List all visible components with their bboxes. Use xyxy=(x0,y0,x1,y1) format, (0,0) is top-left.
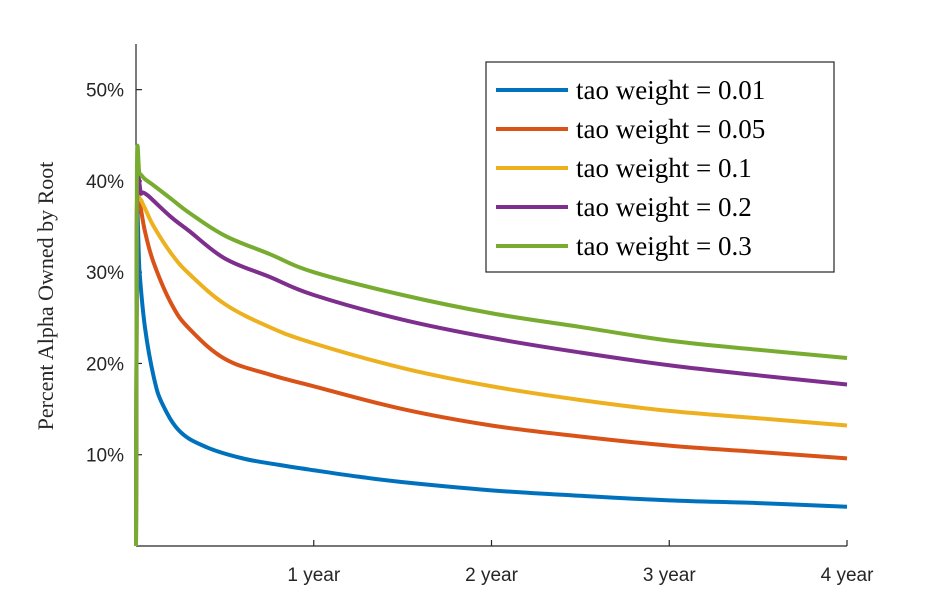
y-tick-label: 10% xyxy=(86,446,124,467)
legend-entry-2: tao weight = 0.1 xyxy=(576,153,752,183)
y-tick-label: 30% xyxy=(86,263,124,284)
x-tick-label: 1 year xyxy=(287,565,340,586)
x-axis-ticks: 1 year 2 year 3 year 4 year xyxy=(287,540,874,586)
legend-entry-3: tao weight = 0.2 xyxy=(576,192,752,222)
series-line-4 xyxy=(134,143,848,547)
legend-entry-0: tao weight = 0.01 xyxy=(576,75,765,105)
y-tick-label: 40% xyxy=(86,172,124,193)
x-tick-label: 3 year xyxy=(643,565,696,586)
series-line-3 xyxy=(134,174,848,547)
y-tick-label: 50% xyxy=(86,81,124,102)
series-line-0 xyxy=(134,208,848,547)
y-axis-label: Percent Alpha Owned by Root xyxy=(33,162,58,431)
x-tick-label: 2 year xyxy=(465,565,518,586)
series-line-1 xyxy=(134,183,848,547)
x-tick-label: 4 year xyxy=(821,565,874,586)
series-lines xyxy=(134,143,848,547)
series-line-2 xyxy=(134,179,848,547)
legend: tao weight = 0.01 tao weight = 0.05 tao we… xyxy=(485,61,835,273)
legend-entry-1: tao weight = 0.05 xyxy=(576,114,765,144)
legend-entry-4: tao weight = 0.3 xyxy=(576,231,752,261)
y-axis-ticks: 10% 20% 30% 40% 50% xyxy=(86,81,142,467)
y-tick-label: 20% xyxy=(86,354,124,375)
